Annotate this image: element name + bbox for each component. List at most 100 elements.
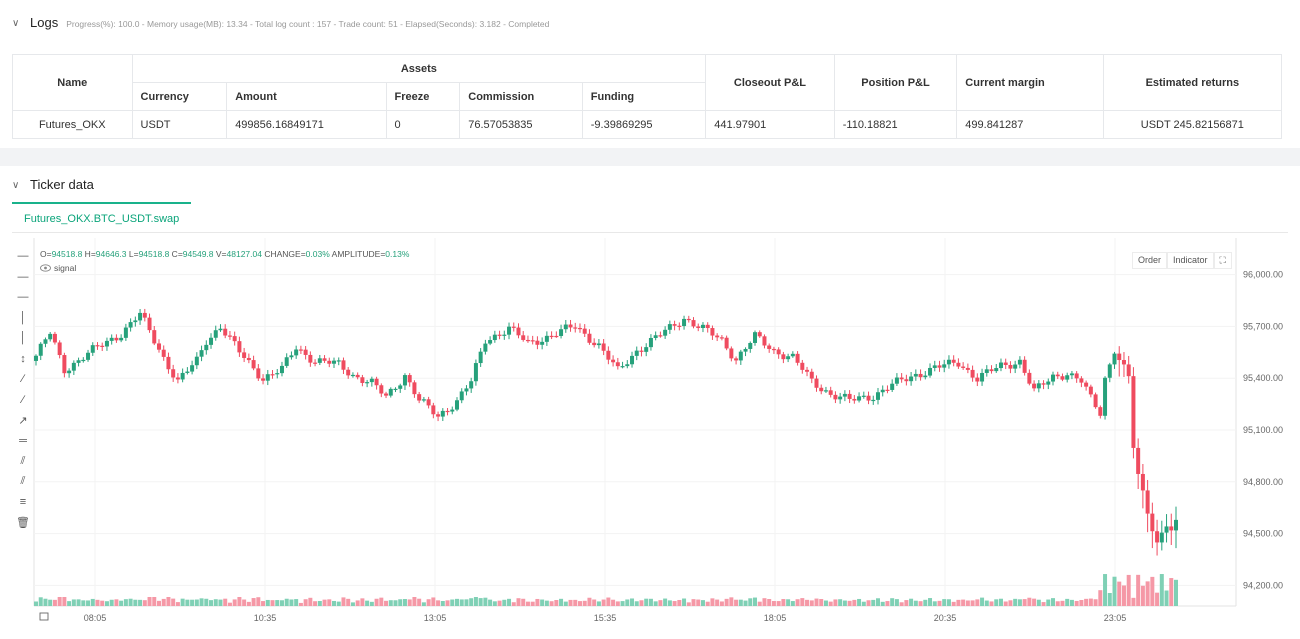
- volume-bar: [767, 599, 772, 606]
- volume-bar: [133, 599, 138, 606]
- volume-bar: [975, 599, 980, 606]
- volume-bar: [365, 600, 370, 606]
- price-line-icon[interactable]: ═: [19, 434, 27, 447]
- candle-body: [691, 320, 696, 327]
- arrow-line-icon[interactable]: ↗: [18, 414, 28, 427]
- col-currency: Currency: [131, 82, 228, 111]
- candle-body: [942, 364, 947, 368]
- candle-body: [81, 359, 86, 362]
- extended-line-icon[interactable]: —: [17, 291, 29, 304]
- volume-bar: [402, 599, 407, 606]
- col-freeze: Freeze: [385, 82, 461, 111]
- volume-bar: [786, 599, 791, 606]
- candle-body: [147, 317, 152, 331]
- candle-body: [1060, 376, 1065, 380]
- candle-body: [658, 335, 663, 337]
- x-tick-label: 08:05: [84, 613, 107, 623]
- volume-bar: [256, 597, 261, 606]
- volume-bar: [511, 602, 516, 606]
- eye-icon[interactable]: [40, 264, 51, 272]
- chevron-down-icon[interactable]: ∨: [12, 180, 20, 191]
- double-channel-icon[interactable]: ⫽: [20, 475, 26, 488]
- volume-bar: [123, 599, 128, 606]
- ray-icon[interactable]: ∕: [22, 393, 24, 406]
- volume-bar: [663, 598, 668, 606]
- candle-body: [951, 359, 956, 363]
- y-tick-label: 94,800.00: [1243, 477, 1283, 487]
- candle-body: [426, 399, 431, 406]
- volume-bar: [459, 599, 464, 606]
- candle-body: [625, 364, 630, 367]
- volume-bar: [1041, 602, 1046, 606]
- candle-body: [1069, 373, 1074, 376]
- logs-header[interactable]: ∨ Logs Progress(%): 100.0 - Memory usage…: [12, 15, 549, 30]
- chevron-down-icon[interactable]: ∨: [12, 18, 20, 29]
- x-tick-label: 15:35: [594, 613, 617, 623]
- trend-line-icon[interactable]: ∕: [22, 373, 24, 386]
- volume-bar: [1003, 601, 1008, 606]
- candle-body: [937, 365, 942, 368]
- candle-body: [1155, 531, 1160, 543]
- candlestick-chart[interactable]: 96,000.00 95,700.00 95,400.00 95,100.00 94,8…: [0, 166, 1300, 639]
- candle-body: [1079, 378, 1084, 383]
- candle-body: [303, 349, 308, 355]
- candle-body: [133, 320, 138, 323]
- candle-body: [776, 349, 781, 355]
- candle-body: [251, 360, 256, 369]
- vertical-line-icon[interactable]: │: [19, 311, 27, 324]
- volume-bar: [478, 598, 483, 606]
- candle-body: [852, 398, 857, 401]
- candle-body: [710, 328, 715, 336]
- candle-body: [894, 377, 899, 384]
- parallel-channel-icon[interactable]: ⫽: [20, 454, 26, 467]
- signal-label: signal: [54, 263, 77, 273]
- volume-bar: [639, 600, 644, 606]
- candle-body: [771, 348, 776, 351]
- volume-bar: [1107, 593, 1112, 606]
- candle-body: [719, 337, 724, 339]
- volume-bar: [700, 600, 705, 606]
- tab-futures-okx-btc[interactable]: Futures_OKX.BTC_USDT.swap: [12, 202, 192, 232]
- candle-body: [814, 378, 819, 388]
- candle-body: [95, 345, 100, 347]
- volume-bar: [1145, 581, 1150, 606]
- volume-bar: [237, 597, 242, 606]
- fib-icon[interactable]: ≡: [19, 496, 27, 509]
- candle-body: [932, 365, 937, 368]
- candle-body: [279, 365, 284, 374]
- indicator-button[interactable]: Indicator: [1167, 252, 1214, 269]
- fullscreen-icon[interactable]: ⛶: [1213, 252, 1232, 269]
- trash-icon[interactable]: 🗑: [16, 517, 30, 530]
- volume-bar: [142, 600, 147, 606]
- vertical-segment-icon[interactable]: │: [19, 332, 27, 345]
- candle-body: [379, 385, 384, 394]
- volume-bar: [175, 602, 180, 606]
- candle-body: [1017, 359, 1022, 365]
- volume-bar: [937, 600, 942, 606]
- x-tick-label: 10:35: [254, 613, 277, 623]
- candle-body: [464, 388, 469, 392]
- volume-bar: [152, 597, 157, 606]
- volume-bar: [1103, 574, 1108, 606]
- cell-funding: -9.39869295: [581, 110, 707, 139]
- price-range-icon[interactable]: ↕: [20, 352, 26, 365]
- cell-returns: USDT 245.82156871: [1102, 110, 1283, 139]
- volume-bar: [109, 599, 114, 606]
- volume-bar: [488, 599, 493, 606]
- horizontal-ray-icon[interactable]: —: [17, 270, 29, 283]
- volume-bar: [1046, 599, 1051, 606]
- candle-body: [104, 340, 109, 347]
- ohlc-l: 94518.8: [138, 249, 170, 259]
- signal-indicator-row[interactable]: signal: [40, 263, 76, 273]
- candle-body: [549, 335, 554, 338]
- candle-body: [1098, 407, 1103, 416]
- volume-bar: [625, 599, 630, 606]
- volume-bar: [748, 598, 753, 606]
- volume-bar: [242, 599, 247, 606]
- volume-bar: [1084, 598, 1089, 606]
- col-closeout: Closeout P&L: [705, 54, 835, 111]
- order-button[interactable]: Order: [1132, 252, 1168, 269]
- horizontal-line-icon[interactable]: —: [17, 250, 29, 263]
- candle-body: [786, 356, 791, 360]
- ticker-header[interactable]: ∨ Ticker data: [12, 177, 94, 192]
